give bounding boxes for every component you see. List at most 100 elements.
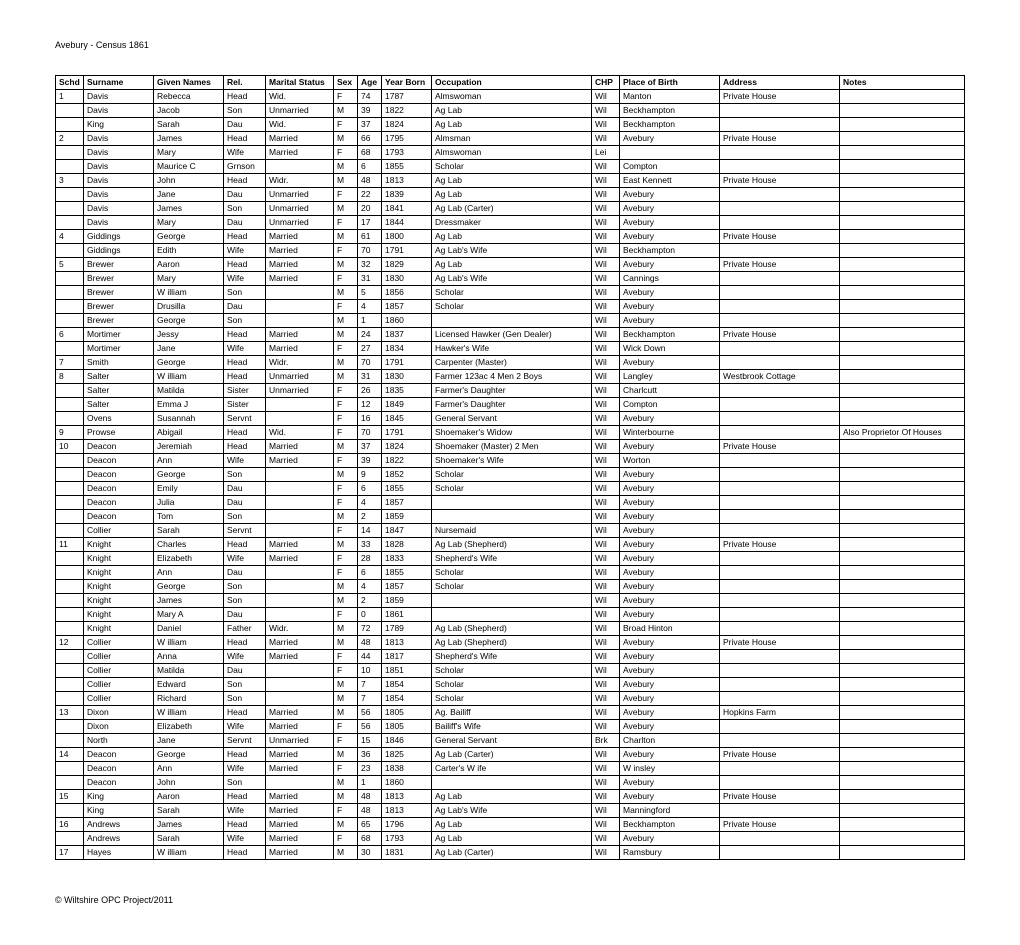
table-cell: Son bbox=[224, 678, 266, 692]
table-cell: Davis bbox=[84, 132, 154, 146]
table-cell: Avebury bbox=[620, 188, 720, 202]
table-cell: 74 bbox=[358, 90, 382, 104]
table-cell bbox=[720, 244, 840, 258]
table-cell: John bbox=[154, 174, 224, 188]
table-cell: Knight bbox=[84, 608, 154, 622]
table-cell: Wil bbox=[592, 664, 620, 678]
table-cell: Private House bbox=[720, 790, 840, 804]
table-cell: Married bbox=[266, 552, 334, 566]
table-cell bbox=[56, 594, 84, 608]
table-row: DeaconAnnWifeMarriedF231838Carter's W if… bbox=[56, 762, 965, 776]
table-cell: 1857 bbox=[382, 496, 432, 510]
table-row: DeaconEmilyDauF61855ScholarWilAvebury bbox=[56, 482, 965, 496]
table-cell bbox=[720, 608, 840, 622]
table-cell: Son bbox=[224, 594, 266, 608]
table-cell: Ag Lab bbox=[432, 230, 592, 244]
table-cell: 6 bbox=[358, 566, 382, 580]
table-cell: 1857 bbox=[382, 580, 432, 594]
table-cell: 1839 bbox=[382, 188, 432, 202]
table-cell: King bbox=[84, 790, 154, 804]
table-cell: 16 bbox=[358, 412, 382, 426]
table-cell bbox=[840, 734, 965, 748]
table-cell bbox=[840, 552, 965, 566]
table-cell: Wil bbox=[592, 580, 620, 594]
table-cell: 33 bbox=[358, 538, 382, 552]
table-cell bbox=[840, 90, 965, 104]
table-cell: F bbox=[334, 762, 358, 776]
table-cell: Wil bbox=[592, 328, 620, 342]
table-row: 2DavisJamesHeadMarriedM661795AlmsmanWilA… bbox=[56, 132, 965, 146]
table-cell bbox=[266, 608, 334, 622]
table-cell: King bbox=[84, 118, 154, 132]
table-cell: 36 bbox=[358, 748, 382, 762]
table-cell: F bbox=[334, 384, 358, 398]
table-cell: 30 bbox=[358, 846, 382, 860]
table-cell: 11 bbox=[56, 538, 84, 552]
table-row: DavisJaneDauUnmarriedF221839Ag LabWilAve… bbox=[56, 188, 965, 202]
table-cell bbox=[840, 132, 965, 146]
table-cell: Unmarried bbox=[266, 104, 334, 118]
table-cell: Prowse bbox=[84, 426, 154, 440]
table-cell bbox=[840, 146, 965, 160]
table-cell: Wil bbox=[592, 188, 620, 202]
table-cell: F bbox=[334, 272, 358, 286]
table-cell: Hawker's Wife bbox=[432, 342, 592, 356]
table-cell: F bbox=[334, 650, 358, 664]
table-cell: Salter bbox=[84, 384, 154, 398]
table-cell: Sarah bbox=[154, 524, 224, 538]
table-cell bbox=[56, 412, 84, 426]
table-cell: F bbox=[334, 566, 358, 580]
table-cell: Avebury bbox=[620, 524, 720, 538]
table-cell bbox=[56, 804, 84, 818]
table-cell: Avebury bbox=[620, 720, 720, 734]
table-cell: James bbox=[154, 132, 224, 146]
table-cell bbox=[840, 804, 965, 818]
table-cell: Married bbox=[266, 230, 334, 244]
table-cell: Scholar bbox=[432, 286, 592, 300]
table-cell bbox=[56, 454, 84, 468]
table-cell: 10 bbox=[56, 440, 84, 454]
table-cell: F bbox=[334, 482, 358, 496]
table-cell: Head bbox=[224, 440, 266, 454]
table-cell: George bbox=[154, 356, 224, 370]
table-cell bbox=[840, 202, 965, 216]
table-cell: Knight bbox=[84, 622, 154, 636]
table-cell: Married bbox=[266, 342, 334, 356]
table-cell: Avebury bbox=[620, 356, 720, 370]
table-cell bbox=[720, 804, 840, 818]
table-cell: Wil bbox=[592, 216, 620, 230]
table-cell: 1841 bbox=[382, 202, 432, 216]
table-cell bbox=[266, 482, 334, 496]
table-row: SalterEmma JSisterF121849Farmer's Daught… bbox=[56, 398, 965, 412]
table-cell bbox=[720, 468, 840, 482]
table-cell: Rebecca bbox=[154, 90, 224, 104]
table-cell: 13 bbox=[56, 706, 84, 720]
table-cell: Emma J bbox=[154, 398, 224, 412]
table-cell bbox=[720, 454, 840, 468]
footer-credit: © Wiltshire OPC Project/2011 bbox=[55, 895, 965, 905]
table-cell: Head bbox=[224, 426, 266, 440]
table-cell bbox=[56, 608, 84, 622]
table-cell: Knight bbox=[84, 580, 154, 594]
table-cell: Avebury bbox=[620, 608, 720, 622]
table-cell: Wil bbox=[592, 174, 620, 188]
table-row: MortimerJaneWifeMarriedF271834Hawker's W… bbox=[56, 342, 965, 356]
table-cell: Dau bbox=[224, 608, 266, 622]
table-cell: Private House bbox=[720, 538, 840, 552]
table-cell: Mary bbox=[154, 146, 224, 160]
table-row: BrewerMaryWifeMarriedF311830Ag Lab's Wif… bbox=[56, 272, 965, 286]
table-cell: 1824 bbox=[382, 440, 432, 454]
table-cell: Winterbourne bbox=[620, 426, 720, 440]
table-cell: Collier bbox=[84, 664, 154, 678]
table-cell: Wil bbox=[592, 90, 620, 104]
table-cell: Drusilla bbox=[154, 300, 224, 314]
table-cell bbox=[840, 496, 965, 510]
table-cell: 31 bbox=[358, 272, 382, 286]
table-cell: Head bbox=[224, 706, 266, 720]
table-row: KnightAnnDauF61855ScholarWilAvebury bbox=[56, 566, 965, 580]
table-cell: Son bbox=[224, 580, 266, 594]
table-cell bbox=[266, 160, 334, 174]
table-cell: Jane bbox=[154, 342, 224, 356]
table-cell: F bbox=[334, 426, 358, 440]
table-cell: 44 bbox=[358, 650, 382, 664]
